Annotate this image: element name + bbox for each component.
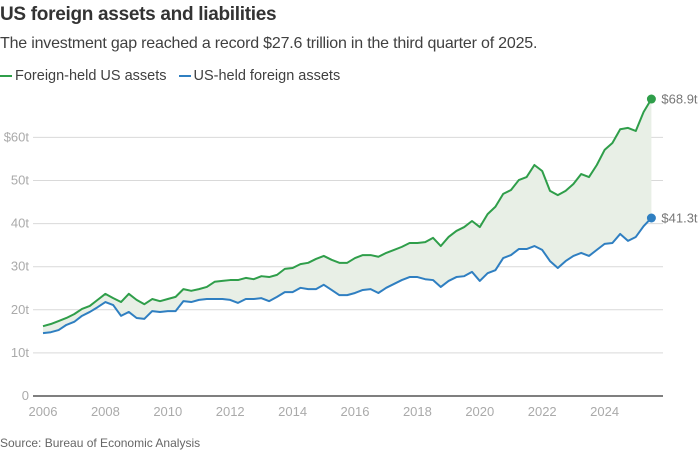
x-tick-label: 2018 xyxy=(403,404,432,419)
y-axis-ticks: 0 10t 20t 30t 40t 50t $60t xyxy=(4,129,30,403)
x-tick-label: 2024 xyxy=(590,404,619,419)
source-note: Source: Bureau of Economic Analysis xyxy=(0,436,201,450)
legend-item-us-held: US-held foreign assets xyxy=(178,68,341,84)
x-tick-label: 2016 xyxy=(341,404,370,419)
legend-label-foreign-held: Foreign-held US assets xyxy=(15,68,167,84)
line-foreign-held-us-assets xyxy=(42,98,653,328)
series-lines xyxy=(42,98,653,335)
legend-label-us-held: US-held foreign assets xyxy=(193,68,341,84)
y-tick-label: $60t xyxy=(4,129,30,144)
end-dot-foreign-held xyxy=(646,94,656,104)
y-tick-label: 0 xyxy=(22,388,29,403)
line-us-held-foreign-assets xyxy=(42,217,653,335)
end-dot-us-held xyxy=(646,213,656,223)
y-tick-label: 40t xyxy=(11,216,29,231)
legend: Foreign-held US assets US-held foreign a… xyxy=(0,68,352,84)
x-tick-label: 2014 xyxy=(278,404,307,419)
y-tick-label: 20t xyxy=(11,302,29,317)
x-axis-ticks: 2006 2008 2010 2012 2014 2016 2018 2020 2022 2024 xyxy=(29,404,620,419)
end-label-foreign-held: $68.9t xyxy=(661,92,698,107)
legend-item-foreign-held: Foreign-held US assets xyxy=(0,68,167,84)
gap-fill-layer xyxy=(43,99,652,334)
legend-swatch-green xyxy=(0,75,12,77)
x-tick-label: 2012 xyxy=(216,404,245,419)
y-tick-label: 30t xyxy=(11,259,29,274)
x-tick-label: 2008 xyxy=(91,404,120,419)
y-tick-label: 10t xyxy=(11,345,29,360)
legend-swatch-blue xyxy=(178,75,191,77)
x-tick-label: 2010 xyxy=(153,404,182,419)
x-tick-label: 2006 xyxy=(29,404,58,419)
y-tick-label: 50t xyxy=(11,173,29,188)
x-tick-label: 2022 xyxy=(528,404,557,419)
chart-subtitle: The investment gap reached a record $27.… xyxy=(0,35,538,52)
end-markers: $68.9t $41.3t xyxy=(646,92,698,225)
chart-title: US foreign assets and liabilities xyxy=(0,4,277,25)
end-label-us-held: $41.3t xyxy=(661,210,698,225)
gap-fill xyxy=(43,99,652,334)
x-tick-label: 2020 xyxy=(465,404,494,419)
